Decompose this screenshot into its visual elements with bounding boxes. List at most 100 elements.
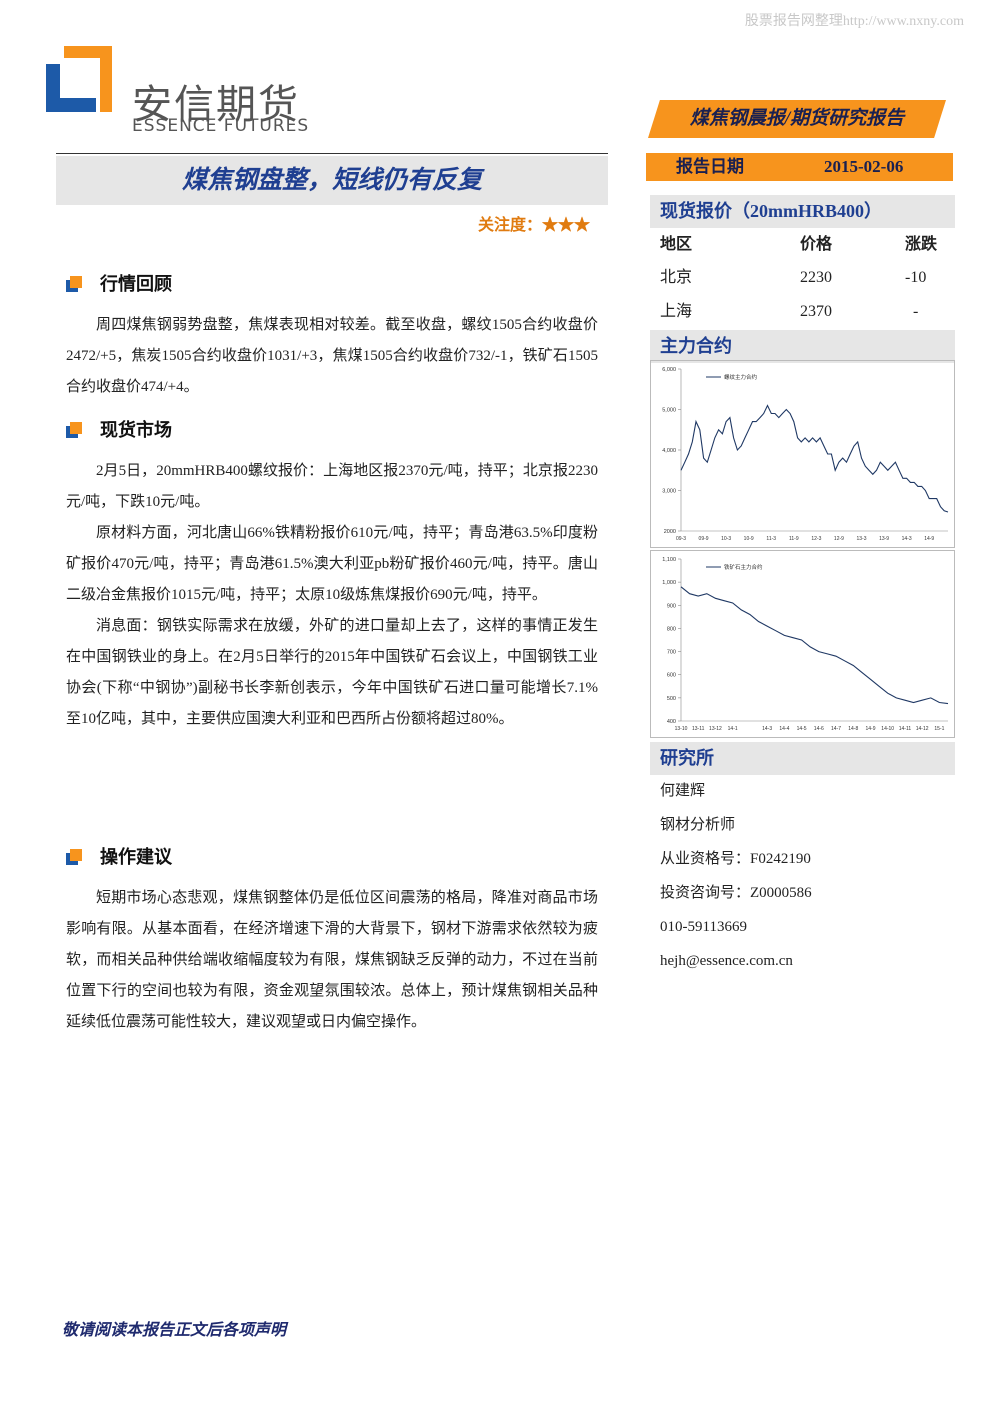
paragraph: 2月5日，20mmHRB400螺纹报价：上海地区报2370元/吨，持平；北京报2…: [66, 463, 598, 510]
heading-icon: [66, 422, 82, 438]
research-line: 010-59113669: [660, 919, 747, 935]
y-tick-label: 4,000: [662, 448, 676, 454]
report-title: 煤焦钢盘整，短线仍有反复: [181, 167, 482, 194]
x-tick-label: 14-6: [814, 726, 824, 732]
x-tick-label: 13-10: [675, 726, 688, 732]
paragraph: 原材料方面，河北唐山66%铁精粉报价610元/吨，持平；青岛港63.5%印度粉矿…: [66, 525, 598, 603]
chart: 2000 3,000 4,000 5,000 6,000 09-3 09-9 10-3 10-9…: [650, 360, 955, 548]
table-cell: 上海: [660, 303, 693, 320]
date-bar: 报告日期 2015-02-06: [646, 153, 953, 181]
research-line: hejh@essence.com.cn: [660, 953, 793, 969]
table-cell: -10: [905, 269, 927, 286]
report-banner: 煤焦钢晨报/期货研究报告: [648, 100, 946, 138]
x-tick-label: 14-5: [797, 726, 807, 732]
paragraphs: 短期市场心态悲观，煤焦钢整体仍是低位区间震荡的格局，降准对商品市场影响有限。从基…: [66, 883, 598, 1038]
x-tick-label: 14-3: [902, 536, 912, 542]
x-tick-label: 10-9: [744, 536, 754, 542]
logo-subtext: ESSENCE FUTURES: [132, 116, 310, 136]
date-label: 报告日期: [676, 157, 744, 176]
section-heading: 操作建议: [66, 843, 598, 871]
section-heading: 现货市场: [66, 416, 598, 444]
y-tick-label: 5,000: [662, 408, 676, 414]
x-tick-label: 14-8: [848, 726, 858, 732]
x-tick-label: 13-3: [856, 536, 866, 542]
paragraph: 短期市场心态悲观，煤焦钢整体仍是低位区间震荡的格局，降准对商品市场影响有限。从基…: [66, 890, 598, 1030]
x-tick-label: 13-9: [879, 536, 889, 542]
y-tick-label: 3,000: [662, 489, 676, 495]
section-bar: 现货报价（20mmHRB400）: [650, 195, 955, 228]
section-heading-text: 操作建议: [100, 847, 172, 867]
research-line: 从业资格号：F0242190: [660, 851, 811, 867]
legend-label: 螺纹主力合约: [724, 373, 758, 381]
table-cell: 2370: [800, 303, 832, 320]
chart: 400 500 600 700 800 900 1,000 1,100 13-10 13-11 13…: [650, 550, 955, 738]
divider: [56, 153, 608, 154]
table-header: 涨跌: [905, 236, 938, 253]
watermark: 股票报告网整理http://www.nxny.com: [744, 14, 964, 29]
section-bar: 研究所: [650, 742, 955, 775]
research-line: 钢材分析师: [660, 817, 736, 833]
section-bar: 主力合约: [650, 330, 955, 363]
attention-label: 关注度：: [477, 217, 542, 234]
y-tick-label: 900: [667, 603, 676, 609]
y-tick-label: 1,000: [662, 580, 676, 586]
series-line: [680, 586, 949, 705]
series-line: [680, 404, 949, 513]
y-tick-label: 1,100: [662, 557, 676, 563]
y-tick-label: 700: [667, 650, 676, 656]
attention: 关注度：★★★: [478, 211, 590, 235]
logo-mark: [46, 46, 112, 112]
paragraph: 消息面：钢铁实际需求在放缓，外矿的进口量却上去了，这样的事情正发生在中国钢铁业的…: [66, 618, 598, 727]
y-tick-label: 400: [667, 719, 676, 725]
heading-icon: [66, 276, 82, 292]
y-tick-label: 6,000: [662, 367, 676, 373]
x-tick-label: 13-12: [709, 726, 722, 732]
legend-label: 铁矿石主力合约: [724, 563, 763, 571]
y-tick-label: 2000: [664, 529, 676, 535]
x-tick-label: 14-3: [762, 726, 772, 732]
logo-text: 安信期货: [132, 82, 300, 128]
report-date: 2015-02-06: [824, 157, 904, 176]
x-tick-label: 13-11: [692, 726, 705, 732]
x-tick-label: 09-3: [676, 536, 686, 542]
section: 行情回顾周四煤焦钢弱势盘整，焦煤表现相对较差。截至收盘，螺纹1505合约收盘价2…: [66, 270, 598, 403]
disclaimer: 敬请阅读本报告正文后各项声明: [62, 1322, 287, 1339]
section-heading-text: 现货市场: [100, 420, 172, 440]
x-tick-label: 14-10: [881, 726, 894, 732]
paragraphs: 2月5日，20mmHRB400螺纹报价：上海地区报2370元/吨，持平；北京报2…: [66, 456, 598, 735]
x-tick-label: 11-3: [766, 536, 776, 542]
section: 操作建议短期市场心态悲观，煤焦钢整体仍是低位区间震荡的格局，降准对商品市场影响有…: [66, 843, 598, 1038]
section: 现货市场 2月5日，20mmHRB400螺纹报价：上海地区报2370元/吨，持平；…: [66, 416, 598, 735]
y-tick-label: 800: [667, 626, 676, 632]
table-header: 地区: [660, 236, 693, 253]
x-tick-label: 15-1: [934, 726, 944, 732]
table-header: 价格: [800, 236, 833, 253]
paragraph: 周四煤焦钢弱势盘整，焦煤表现相对较差。截至收盘，螺纹1505合约收盘价2472/…: [66, 317, 598, 395]
section-heading: 行情回顾: [66, 270, 598, 298]
table-cell: 2230: [800, 269, 832, 286]
x-tick-label: 14-9: [924, 536, 934, 542]
x-tick-label: 12-9: [834, 536, 844, 542]
x-tick-label: 12-3: [811, 536, 821, 542]
x-tick-label: 14-4: [779, 726, 789, 732]
heading-icon: [66, 849, 82, 865]
x-tick-label: 14-7: [831, 726, 841, 732]
table-cell: -: [913, 303, 919, 320]
x-tick-label: 10-3: [721, 536, 731, 542]
x-tick-label: 14-11: [899, 726, 912, 732]
table-cell: 北京: [660, 269, 693, 286]
title-bar: [56, 156, 608, 205]
research-line: 何建辉: [660, 783, 706, 799]
y-tick-label: 600: [667, 673, 676, 679]
y-tick-label: 500: [667, 696, 676, 702]
x-tick-label: 14-12: [916, 726, 929, 732]
attention-stars: ★★★: [541, 217, 590, 234]
x-tick-label: 14-1: [728, 726, 738, 732]
x-tick-label: 14-9: [865, 726, 875, 732]
paragraphs: 周四煤焦钢弱势盘整，焦煤表现相对较差。截至收盘，螺纹1505合约收盘价2472/…: [66, 310, 598, 403]
x-tick-label: 11-9: [789, 536, 799, 542]
section-heading-text: 行情回顾: [100, 274, 172, 294]
research-line: 投资咨询号：Z0000586: [660, 885, 812, 901]
x-tick-label: 09-9: [699, 536, 709, 542]
